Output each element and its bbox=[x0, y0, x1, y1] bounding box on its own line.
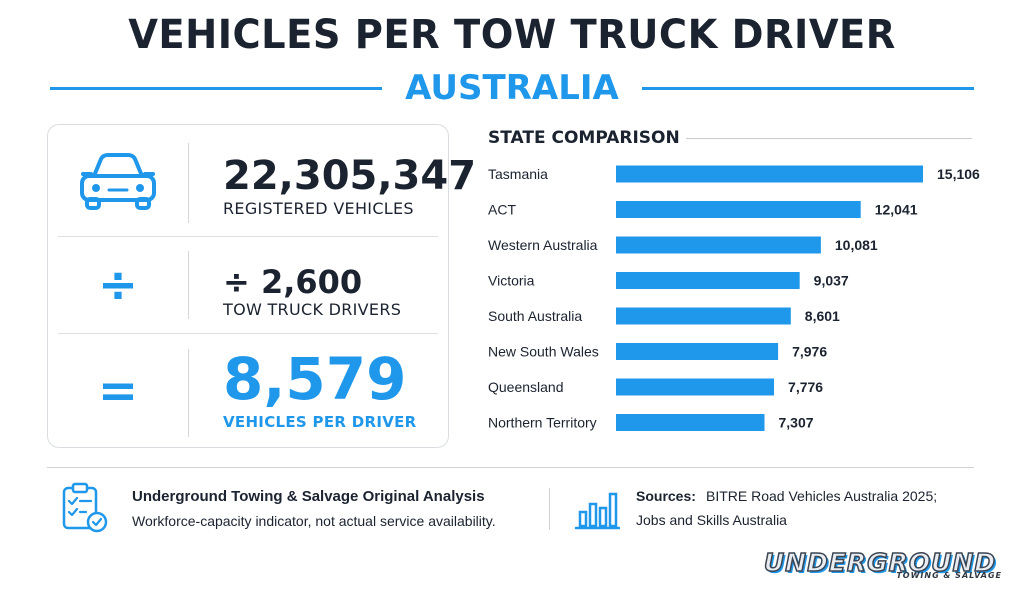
value-label: 9,037 bbox=[814, 273, 849, 289]
value-label: 12,041 bbox=[875, 202, 918, 218]
divide-icon: ÷ bbox=[97, 257, 139, 313]
result-label: VEHICLES PER DRIVER bbox=[223, 413, 417, 431]
chart-title: STATE COMPARISON bbox=[488, 128, 680, 148]
bar bbox=[616, 307, 791, 325]
category-label: Western Australia bbox=[488, 237, 598, 253]
drivers-label: TOW TRUCK DRIVERS bbox=[223, 300, 402, 319]
bar bbox=[616, 165, 923, 183]
drivers-row: ÷ ÷ 2,600 TOW TRUCK DRIVERS bbox=[48, 237, 448, 333]
subtitle-row: AUSTRALIA bbox=[0, 68, 1024, 108]
sources-text-line2: Jobs and Skills Australia bbox=[636, 512, 787, 528]
value-label: 8,601 bbox=[805, 308, 840, 324]
chart-title-rule bbox=[686, 138, 972, 139]
footer-divider bbox=[47, 467, 974, 468]
bar bbox=[616, 272, 800, 289]
page-subtitle: AUSTRALIA bbox=[405, 68, 619, 108]
state-comparison-chart: Tasmania 15,106 ACT 12,041 Western Australia… bbox=[488, 165, 980, 431]
calculation-card: 22,305,347 REGISTERED VEHICLES ÷ ÷ 2,600… bbox=[47, 124, 476, 449]
value-label: 7,976 bbox=[792, 344, 827, 360]
page-title: VEHICLES PER TOW TRUCK DRIVER bbox=[128, 12, 896, 58]
value-label: 15,106 bbox=[937, 166, 980, 182]
bar bbox=[616, 414, 765, 431]
category-label: ACT bbox=[488, 202, 516, 218]
bar bbox=[616, 236, 821, 254]
vehicles-label: REGISTERED VEHICLES bbox=[223, 199, 414, 218]
footer-vertical-divider bbox=[549, 488, 550, 530]
brand-logo-tagline: TOWING & SALVAGE bbox=[896, 571, 1002, 580]
analysis-title: Underground Towing & Salvage Original An… bbox=[132, 488, 485, 505]
clipboard-check-icon bbox=[62, 482, 108, 533]
category-label: Tasmania bbox=[488, 166, 548, 182]
value-label: 7,776 bbox=[788, 379, 823, 395]
drivers-divider bbox=[188, 251, 189, 319]
category-label: South Australia bbox=[488, 308, 582, 324]
value-label: 7,307 bbox=[779, 415, 814, 431]
category-label: New South Wales bbox=[488, 344, 599, 360]
equals-icon: = bbox=[97, 363, 139, 419]
bar bbox=[616, 201, 861, 218]
value-label: 10,081 bbox=[835, 237, 878, 253]
brand-logo: UNDERGROUND TOWING & SALVAGE bbox=[748, 547, 1012, 582]
vehicles-value: 22,305,347 bbox=[223, 153, 477, 199]
analysis-text: Workforce-capacity indicator, not actual… bbox=[132, 513, 496, 529]
vehicles-row: 22,305,347 REGISTERED VEHICLES bbox=[48, 125, 476, 237]
category-label: Queensland bbox=[488, 379, 564, 395]
bar-chart-icon bbox=[574, 492, 620, 530]
subtitle-rule-right bbox=[642, 87, 974, 90]
bar bbox=[616, 343, 779, 360]
sources-label: Sources: bbox=[636, 488, 696, 504]
equals-icon-box: = bbox=[48, 333, 188, 449]
result-divider bbox=[188, 349, 189, 437]
category-label: Victoria bbox=[488, 273, 535, 289]
car-icon bbox=[48, 125, 188, 237]
result-value: 8,579 bbox=[223, 345, 407, 413]
category-label: Northern Territory bbox=[488, 415, 597, 431]
row-separator bbox=[58, 236, 438, 237]
brand-logo-wordmark: UNDERGROUND bbox=[763, 547, 997, 578]
row-separator bbox=[58, 333, 438, 334]
result-row: = 8,579 VEHICLES PER DRIVER bbox=[48, 333, 448, 449]
drivers-value: ÷ 2,600 bbox=[223, 263, 363, 301]
sources-text-line1: BITRE Road Vehicles Australia 2025; bbox=[706, 488, 938, 504]
subtitle-rule-left bbox=[50, 87, 382, 90]
vehicles-divider bbox=[188, 143, 189, 223]
bar bbox=[616, 378, 775, 396]
divide-icon-box: ÷ bbox=[48, 237, 188, 333]
